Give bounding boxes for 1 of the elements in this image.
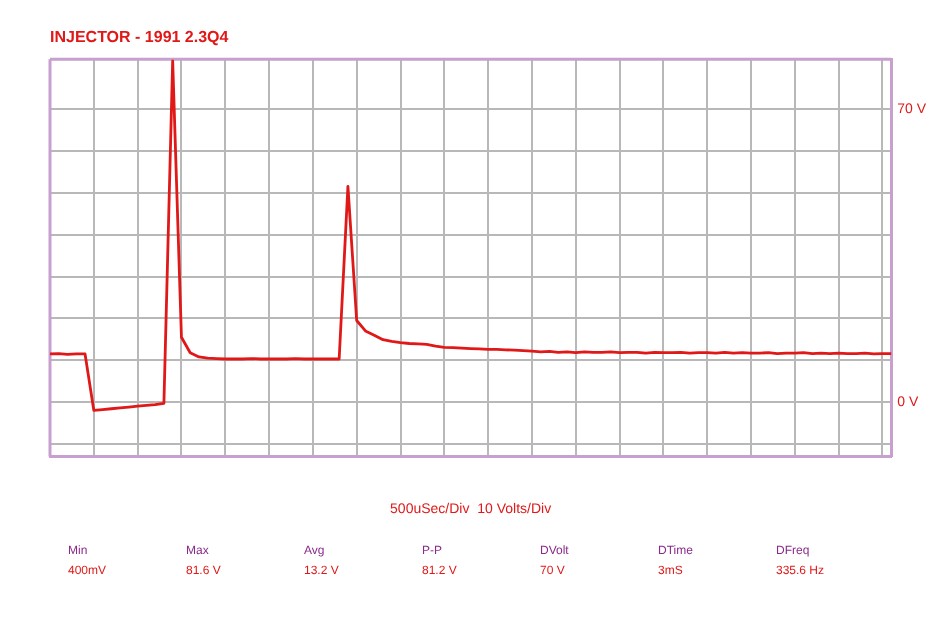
chart-title: INJECTOR - 1991 2.3Q4 [50, 28, 230, 47]
